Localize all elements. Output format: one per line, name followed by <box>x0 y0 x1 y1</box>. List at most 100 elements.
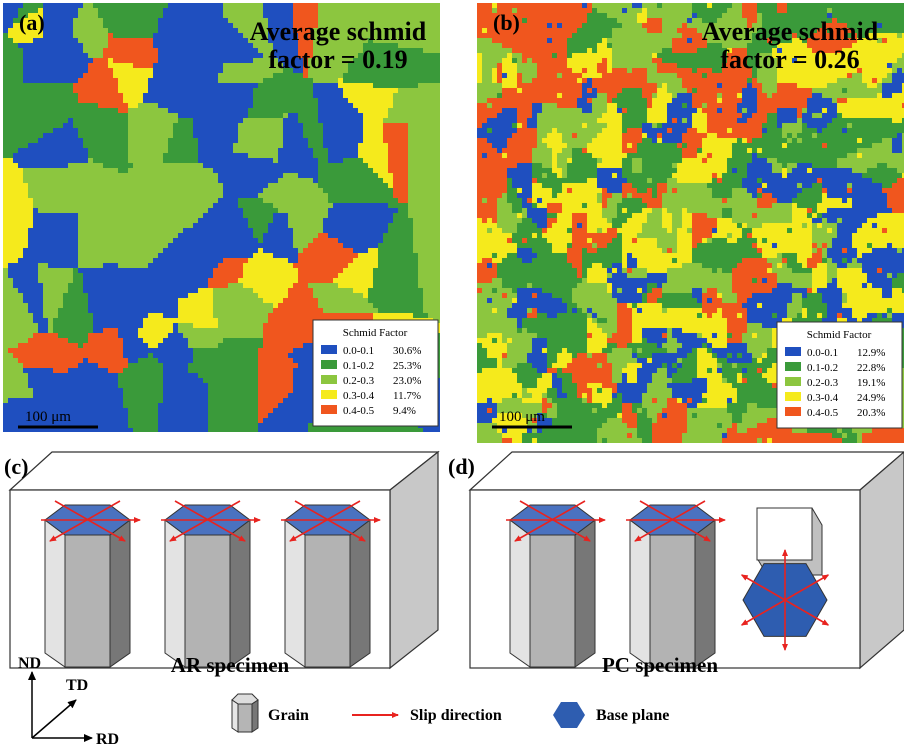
grain-cell <box>477 388 522 393</box>
grain-cell <box>78 38 108 43</box>
grain-cell <box>727 343 747 348</box>
grain-cell <box>647 13 692 18</box>
grain-cell <box>238 203 273 208</box>
key-label: Slip direction <box>410 707 502 724</box>
grain-cell <box>737 428 747 433</box>
grain-cell <box>8 398 123 403</box>
grain-cell <box>767 268 772 273</box>
grain-cell <box>547 23 552 28</box>
grain-cell <box>647 388 672 393</box>
grain-cell <box>517 253 537 258</box>
grain-cell <box>762 323 777 328</box>
grain-cell <box>587 213 602 218</box>
grain-cell <box>777 108 797 113</box>
grain-cell <box>622 258 627 263</box>
grain-cell <box>567 303 577 308</box>
grain-cell <box>622 398 642 403</box>
grain-cell <box>542 163 552 168</box>
grain-cell <box>477 8 492 13</box>
grain-cell <box>577 103 592 108</box>
grain-cell <box>408 123 440 128</box>
grain-cell <box>103 53 158 58</box>
grain-cell <box>612 333 632 338</box>
grain-cell <box>737 223 742 228</box>
grain-cell <box>482 58 502 63</box>
grain-cell <box>737 378 742 383</box>
grain-cell <box>697 413 732 418</box>
grain-cell <box>757 368 762 373</box>
grain-cell <box>482 218 487 223</box>
grain-cell <box>582 83 592 88</box>
grain-cell <box>263 238 293 243</box>
grain-cell <box>597 163 622 168</box>
grain-cell <box>777 253 782 258</box>
grain-cell <box>3 138 38 143</box>
grain-cell <box>477 43 502 48</box>
grain-cell <box>717 358 727 363</box>
grain-cell <box>477 3 492 8</box>
grain-cell <box>642 133 647 138</box>
grain-cell <box>757 153 847 158</box>
grain-cell <box>552 168 562 173</box>
grain-cell <box>612 388 617 393</box>
grain-cell <box>497 113 517 118</box>
grain-cell <box>582 3 587 8</box>
grain-cell <box>602 38 607 43</box>
grain-cell <box>522 73 537 78</box>
grain-cell <box>692 113 707 118</box>
grain-cell <box>767 418 777 423</box>
grain-cell <box>792 203 797 208</box>
grain-cell <box>622 158 632 163</box>
grain-cell <box>617 233 622 238</box>
grain-cell <box>3 193 28 198</box>
grain-cell <box>238 138 283 143</box>
grain-cell <box>118 333 138 338</box>
grain-cell <box>822 223 837 228</box>
grain-cell <box>512 208 522 213</box>
grain-cell <box>582 393 587 398</box>
grain-cell <box>882 183 892 188</box>
grain-cell <box>757 248 762 253</box>
grain-cell <box>93 58 108 63</box>
grain-cell <box>597 433 627 438</box>
grain-cell <box>617 203 647 208</box>
grain-cell <box>78 263 103 268</box>
grain-cell <box>747 108 757 113</box>
grain-cell <box>557 163 567 168</box>
grain-cell <box>752 113 767 118</box>
grain-cell <box>677 168 727 173</box>
grain-cell <box>632 433 637 438</box>
grain-cell <box>83 43 108 48</box>
grain-cell <box>712 178 717 183</box>
grain-cell <box>208 208 243 213</box>
grain-cell <box>93 158 128 163</box>
grain-cell <box>757 243 772 248</box>
grain-cell <box>517 83 582 88</box>
grain-cell <box>43 313 58 318</box>
grain-cell <box>258 383 293 388</box>
grain-cell <box>727 333 732 338</box>
legend-range: 0.3-0.4 <box>343 390 375 402</box>
grain-cell <box>622 143 627 148</box>
grain-cell <box>278 153 313 158</box>
grain-cell <box>258 403 278 408</box>
grain-cell <box>767 183 797 188</box>
grain-cell <box>408 153 440 158</box>
grain-cell <box>722 308 747 313</box>
grain-cell <box>18 358 83 363</box>
grain-cell <box>722 98 742 103</box>
grain-cell <box>487 153 502 158</box>
grain-cell <box>527 238 547 243</box>
grain-cell <box>83 73 113 78</box>
grain-cell <box>812 248 817 253</box>
grain-cell <box>592 108 607 113</box>
grain-cell <box>253 98 318 103</box>
legend-swatch <box>321 345 337 354</box>
grain-cell <box>128 413 158 418</box>
grain-cell <box>882 293 892 298</box>
grain-cell <box>662 198 722 203</box>
grain-cell <box>642 288 647 293</box>
grain-cell <box>542 183 562 188</box>
grain-cell <box>612 398 622 403</box>
grain-cell <box>38 268 73 273</box>
